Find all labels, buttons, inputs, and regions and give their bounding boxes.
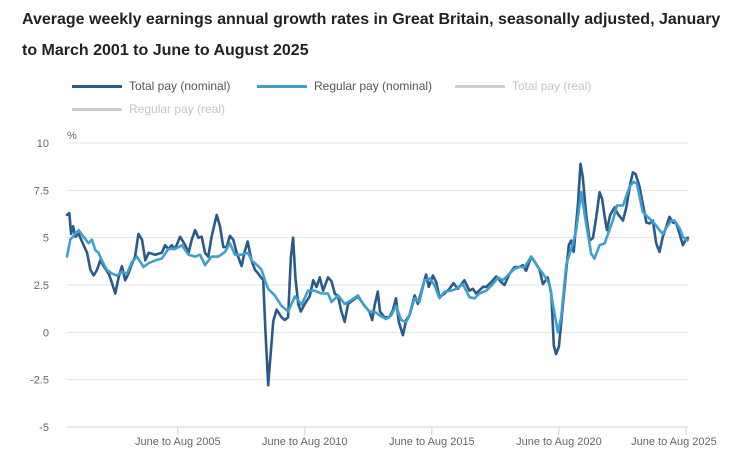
legend-item-total-pay-real[interactable]: Total pay (real)	[455, 78, 591, 94]
y-tick-label: -5	[39, 422, 49, 434]
y-axis-unit: %	[67, 130, 77, 142]
legend-item-regular-pay-nominal[interactable]: Regular pay (nominal)	[257, 78, 432, 94]
x-tick-label: June to Aug 2010	[262, 436, 348, 448]
x-tick-label: June to Aug 2025	[631, 436, 717, 448]
legend-label: Total pay (nominal)	[129, 79, 231, 93]
legend-swatch	[455, 84, 505, 88]
legend-swatch	[257, 84, 307, 88]
legend-label: Regular pay (real)	[129, 102, 226, 116]
chart-title: Average weekly earnings annual growth ra…	[22, 11, 721, 59]
series-line-regular-pay-nominal	[65, 180, 690, 334]
legend-swatch	[72, 107, 122, 111]
y-tick-label: 10	[37, 138, 49, 150]
legend-swatch	[72, 84, 122, 88]
y-tick-label: 0	[43, 327, 49, 339]
legend-label: Total pay (real)	[512, 79, 592, 93]
legend-label: Regular pay (nominal)	[314, 79, 433, 93]
y-tick-label: 5	[43, 233, 49, 245]
legend-item-regular-pay-real[interactable]: Regular pay (real)	[72, 101, 225, 117]
x-tick-label: June to Aug 2020	[516, 436, 602, 448]
series-line-total-pay-nominal	[65, 162, 690, 387]
y-tick-label: -2.5	[30, 375, 49, 387]
x-tick-label: June to Aug 2005	[135, 436, 221, 448]
legend-item-total-pay-nominal[interactable]: Total pay (nominal)	[72, 78, 230, 94]
y-tick-label: 7.5	[34, 185, 49, 197]
x-tick-label: June to Aug 2015	[389, 436, 475, 448]
y-tick-label: 2.5	[34, 280, 49, 292]
